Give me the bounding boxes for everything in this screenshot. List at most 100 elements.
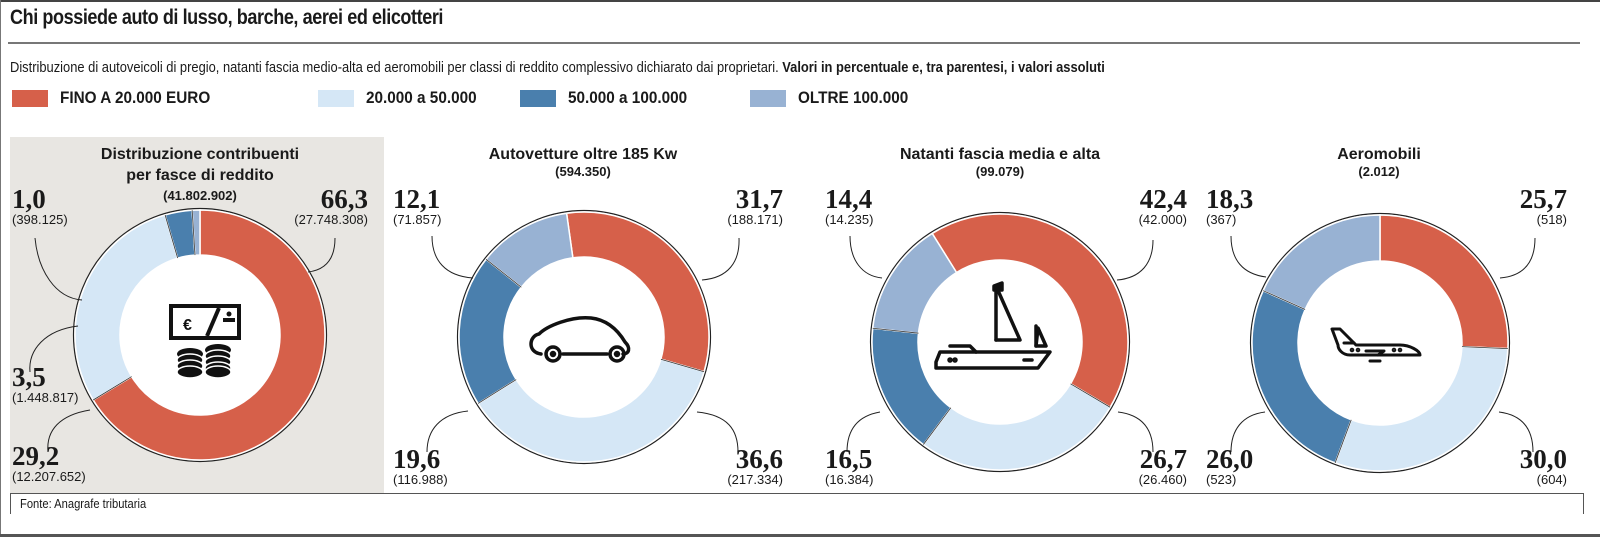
slices — [72, 207, 328, 463]
absolute-label-under-20k: (518) — [1537, 212, 1567, 227]
donut-chart-boats: Natanti fascia media e alta (99.079) 42,… — [825, 146, 1187, 487]
svg-text:€: € — [183, 317, 192, 334]
leader-line-under-20k — [307, 237, 336, 273]
money-icon: € — [169, 304, 241, 379]
leader-line-20k-50k — [1117, 411, 1154, 453]
absolute-label-over-100k: (367) — [1206, 212, 1236, 227]
chart-total: (41.802.902) — [163, 188, 237, 203]
leader-line-20k-50k — [1498, 411, 1534, 453]
donut-outline — [869, 211, 1131, 473]
chart-title: Aeromobili — [1337, 146, 1421, 163]
leader-line-50k-100k — [426, 410, 469, 453]
absolute-label-50k-100k: (1.448.817) — [12, 390, 79, 405]
leader-line-50k-100k — [1230, 411, 1266, 453]
donut-outline — [456, 209, 712, 465]
percent-label-under-20k: 42,4 — [1140, 184, 1187, 214]
donut-hole — [1298, 261, 1462, 425]
slice-separator — [164, 214, 179, 259]
slice-separator — [477, 379, 517, 404]
subtitle-text: Distribuzione di autoveicoli di pregio, … — [10, 59, 779, 76]
absolute-label-20k-50k: (12.207.652) — [12, 469, 86, 484]
percent-label-under-20k: 25,7 — [1520, 184, 1567, 214]
slice-separator — [923, 407, 952, 445]
absolute-label-50k-100k: (16.384) — [825, 472, 873, 487]
leader-line-under-20k — [1499, 237, 1536, 279]
legend-label: 50.000 a 100.000 — [568, 88, 688, 107]
frame-left-border — [0, 0, 1, 537]
leader-line-under-20k — [701, 237, 740, 281]
slice-separator — [660, 358, 705, 373]
legend-label: 20.000 a 50.000 — [366, 88, 477, 107]
absolute-label-20k-50k: (217.334) — [727, 472, 783, 487]
donut-outline — [1249, 212, 1511, 474]
donut-chart-aircraft: Aeromobili (2.012) 25,7(518) 30,0(604) 26,… — [1206, 146, 1567, 487]
percent-label-20k-50k: 30,0 — [1520, 444, 1567, 474]
percent-label-over-100k: 12,1 — [393, 184, 440, 214]
percent-label-50k-100k: 19,6 — [393, 444, 440, 474]
frame-bottom-border — [0, 534, 1600, 537]
absolute-label-20k-50k: (26.460) — [1139, 472, 1187, 487]
legend-swatch — [520, 89, 556, 107]
chart-title: Autovetture oltre 185 Kw — [489, 146, 678, 163]
donut-chart-cars: Autovetture oltre 185 Kw (594.350) 31,7(… — [393, 146, 783, 487]
leader-line-over-100k — [34, 237, 83, 301]
absolute-label-over-100k: (14.235) — [825, 212, 873, 227]
donut-hole — [120, 255, 280, 415]
chart-total: (594.350) — [555, 164, 611, 179]
slice-separator — [93, 376, 132, 401]
slice-separator — [1263, 290, 1306, 310]
leader-line-under-20k — [1116, 239, 1154, 281]
chart-total: (99.079) — [976, 164, 1024, 179]
legend-item-20k-50k: 20.000 a 50.000 — [318, 88, 489, 108]
percent-label-50k-100k: 26,0 — [1206, 444, 1253, 474]
percent-label-50k-100k: 16,5 — [825, 444, 872, 474]
chart-title: Natanti fascia media e alta — [900, 146, 1100, 163]
donut-outline — [72, 207, 328, 463]
source-box — [10, 493, 1584, 514]
chart-title-line: Distribuzione contribuenti — [101, 146, 299, 163]
chart-total: (2.012) — [1358, 164, 1399, 179]
legend-label: OLTRE 100.000 — [798, 88, 909, 107]
donut-hole — [504, 257, 664, 417]
slices — [456, 209, 712, 465]
slices — [869, 211, 1131, 473]
legend-item-over-100k: OLTRE 100.000 — [750, 88, 921, 108]
percent-label-under-20k: 31,7 — [736, 184, 783, 214]
slice-separator — [191, 210, 196, 256]
donut-hole — [918, 260, 1082, 424]
absolute-label-under-20k: (42.000) — [1139, 212, 1187, 227]
legend-label: FINO A 20.000 EURO — [60, 88, 211, 107]
percent-label-50k-100k: 3,5 — [12, 362, 46, 392]
slice-separator — [1070, 383, 1111, 408]
leader-line-50k-100k — [29, 325, 79, 373]
percent-label-over-100k: 14,4 — [825, 184, 872, 214]
boat-icon — [934, 281, 1052, 370]
car-icon — [529, 316, 631, 363]
slices — [1249, 212, 1511, 474]
leader-line-50k-100k — [846, 411, 881, 453]
leader-line-over-100k — [1230, 235, 1267, 278]
page-title: Chi possiede auto di lusso, barche, aere… — [10, 6, 444, 29]
subtitle-note: Valori in percentuale e, tra parentesi, … — [782, 59, 1105, 76]
leader-line-over-100k — [431, 235, 474, 279]
airplane-icon — [1330, 327, 1422, 363]
legend-item-50k-100k: 50.000 a 100.000 — [520, 88, 700, 108]
percent-label-20k-50k: 29,2 — [12, 441, 59, 471]
slice-separator — [872, 327, 919, 334]
frame-top-border — [0, 0, 1600, 2]
leader-line-20k-50k — [696, 411, 739, 453]
leader-line-over-100k — [849, 235, 883, 279]
title-divider — [8, 42, 1580, 44]
chart-title-line: per fasce di reddito — [126, 167, 274, 184]
percent-label-20k-50k: 26,7 — [1140, 444, 1187, 474]
donut-chart-taxpayers: Distribuzione contribuenti per fasce di … — [12, 146, 368, 484]
slice-separator — [1461, 346, 1508, 350]
percent-label-over-100k: 18,3 — [1206, 184, 1253, 214]
absolute-label-50k-100k: (116.988) — [393, 472, 448, 487]
source-note: Fonte: Anagrafe tributaria — [20, 496, 147, 511]
absolute-label-under-20k: (188.171) — [727, 212, 783, 227]
absolute-label-50k-100k: (523) — [1206, 472, 1236, 487]
legend-swatch — [750, 89, 786, 107]
legend-swatch — [318, 89, 354, 107]
percent-label-under-20k: 66,3 — [321, 184, 368, 214]
